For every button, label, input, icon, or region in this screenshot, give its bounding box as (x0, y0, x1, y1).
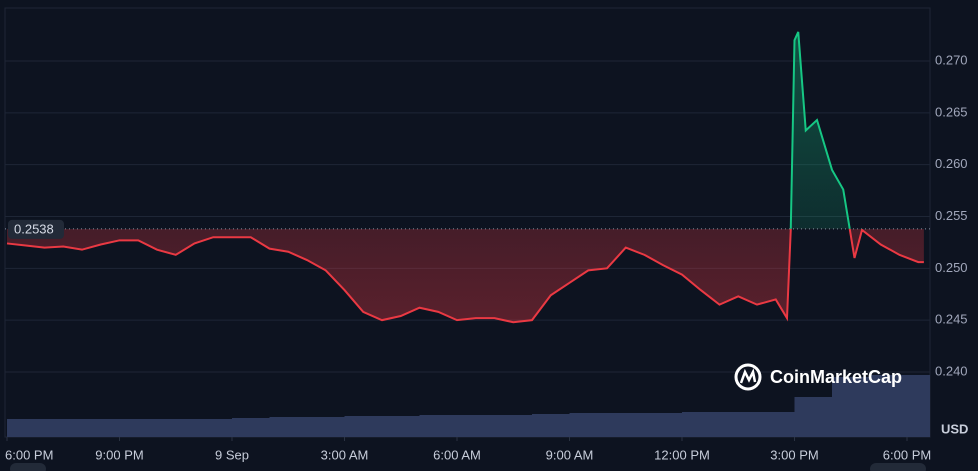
volume-bar (569, 413, 607, 437)
volume-bar (457, 415, 495, 437)
reference-label-box (8, 219, 64, 239)
volume-bar (269, 417, 307, 437)
area-up (790, 31, 850, 229)
price-line-down (6, 228, 924, 324)
x-tick-label: 3:00 AM (321, 447, 369, 462)
price-line-up (789, 31, 863, 229)
volume-bar (757, 412, 795, 437)
x-tick-label: 6:00 PM (883, 447, 931, 462)
volume-bar (682, 412, 720, 437)
x-tick-label: 9:00 AM (546, 447, 594, 462)
volume-bar (532, 414, 570, 437)
watermark-logo (734, 363, 762, 391)
volume-bar (494, 415, 532, 437)
volume-bar (419, 415, 457, 437)
volume-bar (44, 419, 82, 437)
volume-bar (719, 412, 757, 437)
volume-bar (382, 416, 420, 437)
volume-bar (607, 413, 645, 437)
control-button[interactable] (10, 463, 46, 471)
y-tick-label: 0.255 (935, 208, 968, 223)
x-tick-label: 9:00 PM (95, 447, 143, 462)
x-tick-label: 6:00 AM (433, 447, 481, 462)
volume-bar (194, 419, 232, 437)
control-button[interactable] (870, 463, 926, 471)
y-tick-label: 0.250 (935, 260, 968, 275)
volume-bar (157, 419, 195, 437)
volume-bar (7, 419, 45, 437)
volume-bar (119, 419, 157, 437)
watermark-logo-mark (739, 368, 757, 384)
watermark-text: CoinMarketCap (770, 367, 902, 387)
y-tick-label: 0.260 (935, 156, 968, 171)
x-tick-label: 6:00 PM (5, 447, 53, 462)
y-tick-label: 0.270 (935, 52, 968, 67)
x-tick-label: 3:00 PM (770, 447, 818, 462)
volume-bar (794, 397, 832, 437)
volume-bar (869, 375, 907, 437)
area-down (7, 228, 924, 323)
y-tick-label: 0.245 (935, 312, 968, 327)
x-tick-label: 9 Sep (215, 447, 249, 462)
y-tick-label: 0.265 (935, 104, 968, 119)
reference-label: 0.2538 (14, 221, 54, 236)
volume-bar (232, 418, 270, 437)
volume-bar (907, 375, 930, 437)
volume-bar (307, 417, 345, 437)
volume-bar (82, 419, 120, 437)
marks: 0.2538 (5, 31, 930, 324)
volume-bar (832, 377, 870, 437)
y-tick-label: 0.240 (935, 363, 968, 378)
volume (7, 375, 930, 437)
unit-label: USD (941, 421, 968, 436)
volume-bar (344, 416, 382, 437)
x-tick-label: 12:00 PM (654, 447, 710, 462)
watermark: CoinMarketCap (734, 363, 902, 391)
volume-bar (644, 413, 682, 437)
